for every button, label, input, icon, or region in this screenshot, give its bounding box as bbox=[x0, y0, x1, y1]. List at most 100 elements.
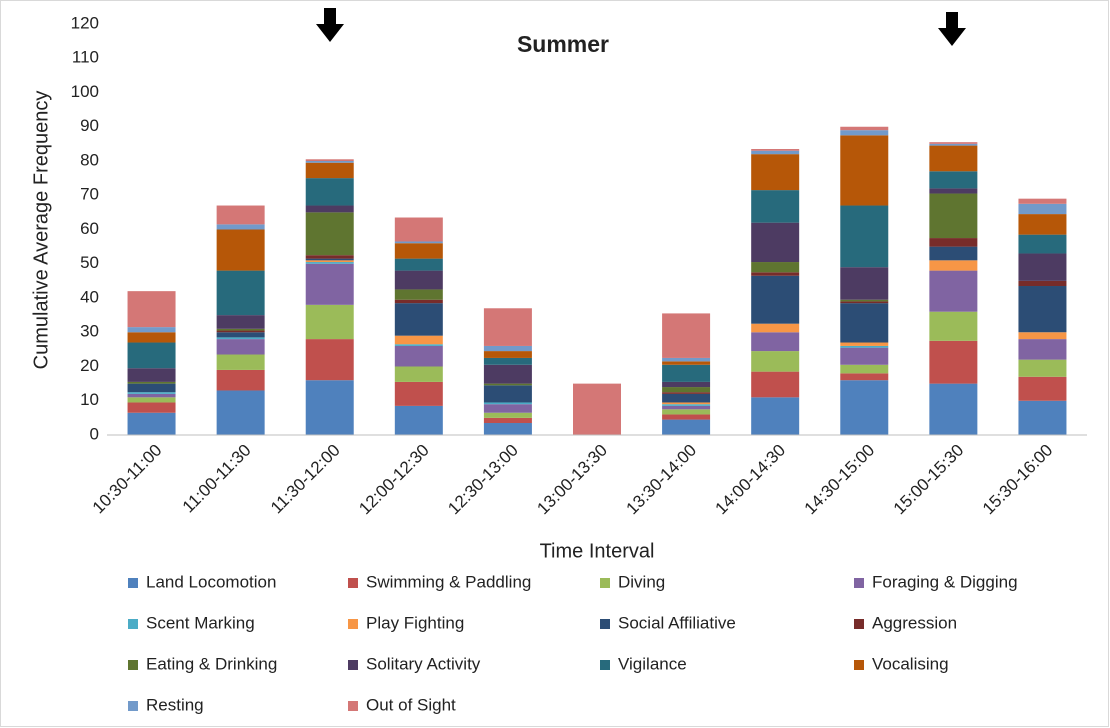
bar-segment bbox=[751, 262, 800, 273]
bar-segment bbox=[483, 385, 532, 403]
legend-swatch bbox=[128, 701, 138, 711]
bar-segment bbox=[662, 364, 711, 382]
bar-segment bbox=[305, 161, 354, 163]
bar-segment bbox=[483, 412, 532, 418]
bar-segment bbox=[751, 150, 800, 155]
y-tick-label: 10 bbox=[80, 390, 99, 409]
bar-segment bbox=[305, 260, 354, 263]
bar-segment bbox=[483, 402, 532, 405]
bar-segment bbox=[1018, 214, 1067, 235]
y-tick-label: 30 bbox=[80, 322, 99, 341]
bar-segment bbox=[573, 383, 621, 435]
bar-segment bbox=[1018, 376, 1067, 401]
bar-segment bbox=[127, 412, 176, 435]
bar-segment bbox=[929, 340, 978, 384]
bar-segment bbox=[840, 126, 889, 131]
legend-label: Scent Marking bbox=[146, 613, 255, 632]
legend-label: Out of Sight bbox=[366, 695, 456, 714]
bar-segment bbox=[127, 402, 176, 413]
bar-segment bbox=[662, 409, 711, 415]
bar-segment bbox=[929, 260, 978, 271]
bar-segment bbox=[483, 308, 532, 346]
bar-segment bbox=[751, 190, 800, 223]
bar-segment bbox=[1018, 253, 1067, 281]
bar-segment bbox=[840, 347, 889, 365]
bar-segment bbox=[662, 392, 711, 394]
y-tick-label: 100 bbox=[71, 82, 99, 101]
bar-segment bbox=[394, 303, 443, 336]
y-tick-label: 50 bbox=[80, 253, 99, 272]
legend-label: Play Fighting bbox=[366, 613, 464, 632]
bar-segment bbox=[840, 342, 889, 346]
bar-segment bbox=[662, 404, 711, 406]
bar-segment bbox=[1018, 198, 1067, 204]
bar-segment bbox=[929, 311, 978, 341]
legend-swatch bbox=[348, 619, 358, 629]
bar-segment bbox=[483, 357, 532, 365]
bar-segment bbox=[1018, 339, 1067, 360]
y-tick-label: 0 bbox=[90, 424, 99, 443]
bar-segment bbox=[216, 229, 265, 271]
legend-swatch bbox=[348, 578, 358, 588]
bar-segment bbox=[127, 327, 176, 333]
bar-segment bbox=[1018, 286, 1067, 333]
bar-segment bbox=[929, 246, 978, 261]
bar-segment bbox=[662, 414, 711, 420]
legend-label: Vocalising bbox=[872, 654, 949, 673]
bar-segment bbox=[751, 351, 800, 372]
bar-segment bbox=[216, 390, 265, 435]
bar-segment bbox=[840, 373, 889, 381]
bar-segment bbox=[662, 405, 711, 410]
bar-segment bbox=[305, 255, 354, 259]
bar-segment bbox=[662, 393, 711, 403]
bar-segment bbox=[216, 224, 265, 230]
legend-swatch bbox=[128, 660, 138, 670]
legend-label: Eating & Drinking bbox=[146, 654, 277, 673]
bar-segment bbox=[840, 364, 889, 374]
legend-label: Social Affiliative bbox=[618, 613, 736, 632]
bar-segment bbox=[840, 205, 889, 268]
chart-title: Summer bbox=[517, 31, 609, 57]
bar-segment bbox=[840, 303, 889, 343]
bar-segment bbox=[929, 270, 978, 312]
arrow bbox=[938, 12, 966, 46]
bar-segment bbox=[305, 304, 354, 340]
bar-segment bbox=[216, 339, 265, 355]
legend-swatch bbox=[600, 619, 610, 629]
bar-segment bbox=[216, 354, 265, 370]
y-tick-label: 90 bbox=[80, 116, 99, 135]
bar-segment bbox=[305, 162, 354, 179]
bar-segment bbox=[840, 345, 889, 348]
bar-segment bbox=[751, 222, 800, 263]
bar-segment bbox=[305, 339, 354, 381]
arrow bbox=[316, 8, 344, 42]
bar-segment bbox=[929, 142, 978, 144]
legend-swatch bbox=[348, 660, 358, 670]
bar-segment bbox=[840, 267, 889, 300]
bar-segment bbox=[216, 369, 265, 391]
bar-segment bbox=[483, 351, 532, 358]
bar-segment bbox=[929, 238, 978, 247]
bar-segment bbox=[216, 330, 265, 333]
bar-segment bbox=[127, 393, 176, 398]
bar-segment bbox=[394, 217, 443, 242]
bar-segment bbox=[305, 205, 354, 213]
bar-segment bbox=[394, 243, 443, 259]
legend-swatch bbox=[854, 619, 864, 629]
legend-label: Diving bbox=[618, 572, 665, 591]
bar-segment bbox=[394, 345, 443, 367]
bar-segment bbox=[394, 381, 443, 406]
legend-label: Resting bbox=[146, 695, 204, 714]
bar-segment bbox=[127, 342, 176, 369]
bar-segment bbox=[483, 423, 532, 435]
legend-label: Foraging & Digging bbox=[872, 572, 1018, 591]
bar-segment bbox=[394, 299, 443, 304]
legend-swatch bbox=[128, 619, 138, 629]
bar-segment bbox=[751, 397, 800, 435]
bar-segment bbox=[662, 357, 711, 362]
bar-segment bbox=[216, 328, 265, 331]
legend-swatch bbox=[854, 660, 864, 670]
bar-segment bbox=[1018, 203, 1067, 215]
